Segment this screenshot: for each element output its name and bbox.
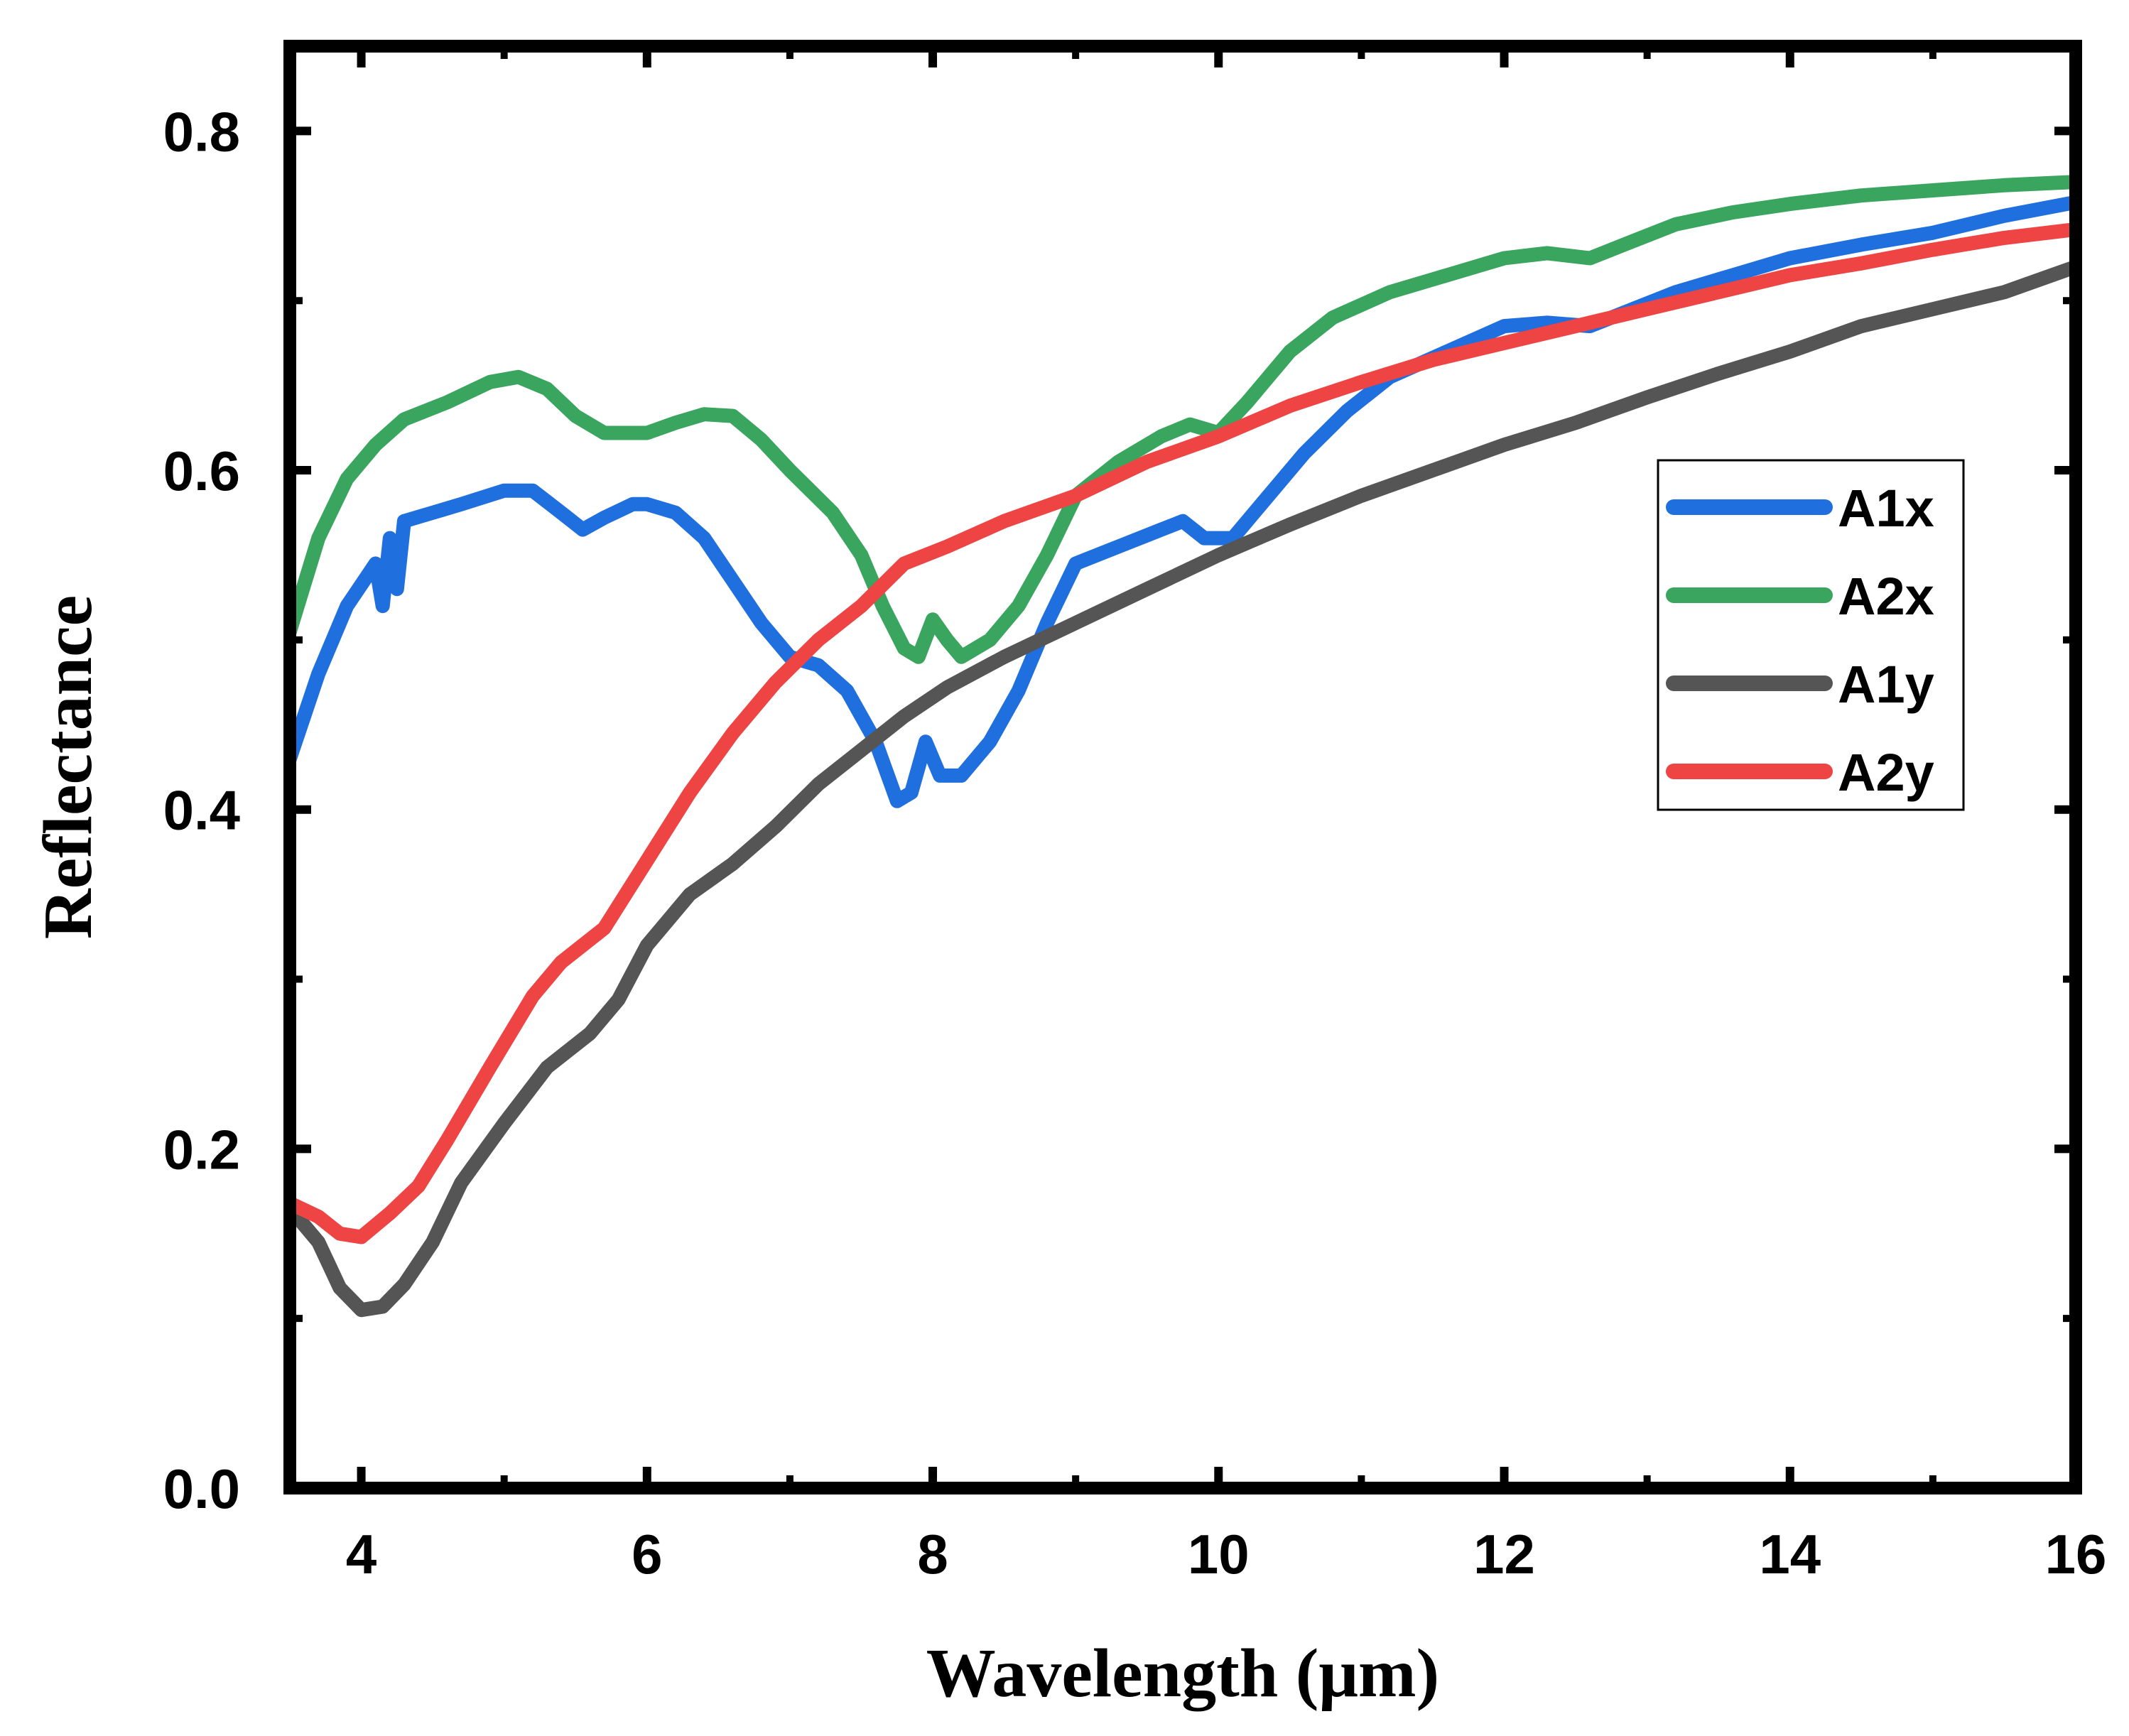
x-tick-label: 8 <box>917 1523 948 1585</box>
y-tick-label: 0.0 <box>163 1458 240 1520</box>
plot-frame <box>283 40 2082 1494</box>
legend-label-a2x: A2x <box>1838 567 1934 626</box>
y-tick-label: 0.6 <box>163 440 240 502</box>
series-line-a1x <box>290 195 2076 808</box>
x-tick-label: 6 <box>632 1523 662 1585</box>
series-layer <box>290 175 2076 1318</box>
y-tick-label: 0.2 <box>163 1118 240 1181</box>
labels-layer: 4 6 8 10 12 14 16 0.0 0.2 0.4 0.6 0.8 <box>163 100 2107 1585</box>
series-line-a2y <box>290 222 2076 1244</box>
series-line-a1y <box>290 259 2076 1318</box>
ticks-layer <box>290 46 2080 1492</box>
y-tick-label: 0.8 <box>163 100 240 163</box>
x-tick-label: 10 <box>1188 1523 1250 1585</box>
series-line-a2x <box>290 175 2076 664</box>
legend-label-a1y: A1y <box>1838 655 1934 714</box>
legend-label-a2y: A2y <box>1838 743 1934 802</box>
legend: A1x A2x A1y A2y <box>1657 459 1965 811</box>
x-tick-label: 14 <box>1759 1523 1821 1585</box>
series-group <box>290 175 2076 1318</box>
x-tick-label: 12 <box>1473 1523 1535 1585</box>
y-tick-label: 0.4 <box>163 779 240 842</box>
x-tick-label: 16 <box>2045 1523 2107 1585</box>
legend-label-a1x: A1x <box>1838 479 1934 538</box>
legend-box <box>1657 459 1965 811</box>
y-axis-title: Reflectance <box>30 595 107 939</box>
x-tick-label: 4 <box>346 1523 376 1585</box>
x-axis-title: Wavelength (μm) <box>926 1635 1439 1712</box>
